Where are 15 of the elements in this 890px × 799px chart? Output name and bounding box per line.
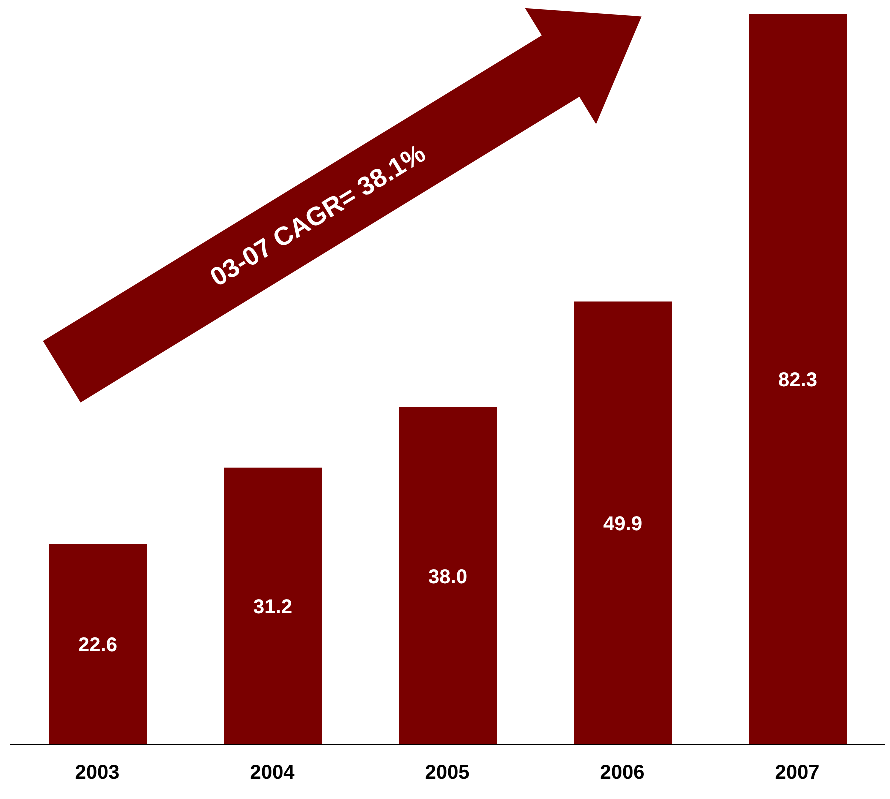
bar <box>574 302 672 745</box>
data-label: 22.6 <box>78 634 118 657</box>
data-label: 82.3 <box>778 370 818 392</box>
x-tick-label: 2003 <box>75 762 120 784</box>
bar <box>224 468 322 745</box>
x-tick-label: 2004 <box>250 762 296 784</box>
data-label: 38.0 <box>428 566 468 588</box>
bar <box>749 14 847 745</box>
x-tick-label: 2005 <box>425 762 470 784</box>
x-tick-label: 2007 <box>775 762 820 784</box>
data-label: 49.9 <box>604 513 642 536</box>
bar <box>49 544 147 745</box>
bar <box>399 407 497 745</box>
x-tick-label: 2006 <box>600 762 645 784</box>
data-label: 31.2 <box>254 596 292 619</box>
